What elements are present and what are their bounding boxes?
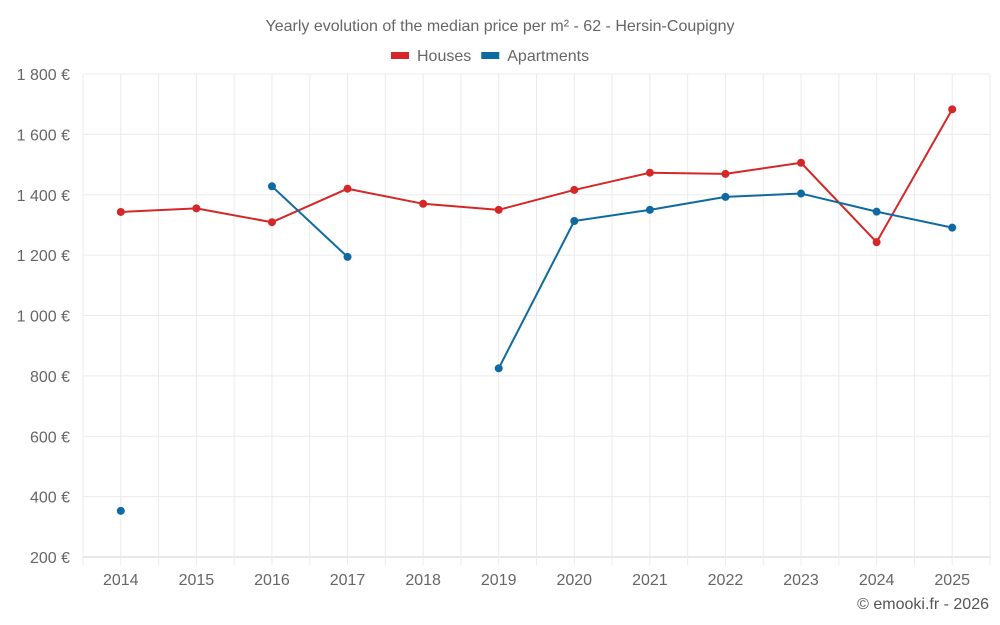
- y-tick-label: 800 €: [30, 369, 70, 386]
- x-tick-label: 2019: [481, 572, 517, 589]
- legend-label: Houses: [417, 48, 471, 65]
- x-tick-label: 2018: [405, 572, 441, 589]
- x-tick-label: 2020: [556, 572, 592, 589]
- data-point[interactable]: [267, 182, 276, 191]
- series-houses: [116, 105, 957, 247]
- data-point[interactable]: [570, 185, 579, 194]
- y-tick-label: 200 €: [30, 550, 70, 567]
- y-tick-label: 1 200 €: [17, 248, 70, 265]
- data-point[interactable]: [419, 199, 428, 208]
- data-point[interactable]: [494, 364, 503, 373]
- x-tick-label: 2017: [330, 572, 366, 589]
- x-tick-label: 2024: [859, 572, 895, 589]
- y-axis: 200 € 400 € 600 € 800 € 1 000 € 1 200 € 1 400 …: [17, 67, 70, 567]
- series-apartments: [116, 182, 957, 515]
- data-point[interactable]: [192, 204, 201, 213]
- legend-item-apartments[interactable]: Apartments: [481, 48, 589, 65]
- grid: [82, 73, 991, 565]
- data-point[interactable]: [343, 184, 352, 193]
- x-tick-label: 2014: [103, 572, 139, 589]
- x-tick-label: 2015: [179, 572, 215, 589]
- data-point[interactable]: [797, 189, 806, 198]
- data-point[interactable]: [343, 252, 352, 261]
- legend: Houses Apartments: [391, 48, 589, 65]
- data-point[interactable]: [116, 207, 125, 216]
- x-tick-label: 2016: [254, 572, 290, 589]
- x-tick-label: 2023: [783, 572, 819, 589]
- legend-swatch: [481, 52, 500, 59]
- x-tick-label: 2022: [708, 572, 744, 589]
- chart-title: Yearly evolution of the median price per…: [266, 18, 735, 35]
- data-point[interactable]: [872, 207, 881, 216]
- series-line: [271, 185, 349, 258]
- data-point[interactable]: [721, 192, 730, 201]
- data-point[interactable]: [948, 223, 957, 232]
- data-point[interactable]: [645, 168, 654, 177]
- data-point[interactable]: [116, 506, 125, 515]
- series-line: [120, 108, 954, 244]
- y-tick-label: 1 800 €: [17, 67, 70, 84]
- y-tick-label: 600 €: [30, 429, 70, 446]
- series-group: [116, 105, 957, 515]
- x-tick-label: 2025: [934, 572, 970, 589]
- credit-text: © emooki.fr - 2026: [857, 596, 989, 613]
- y-tick-label: 400 €: [30, 490, 70, 507]
- x-tick-label: 2021: [632, 572, 668, 589]
- data-point[interactable]: [797, 158, 806, 167]
- data-point[interactable]: [721, 169, 730, 178]
- data-point[interactable]: [948, 105, 957, 114]
- y-tick-label: 1 400 €: [17, 188, 70, 205]
- data-point[interactable]: [494, 205, 503, 214]
- legend-swatch: [391, 52, 409, 59]
- y-tick-label: 1 000 €: [17, 309, 70, 326]
- data-point[interactable]: [570, 217, 579, 226]
- legend-label: Apartments: [507, 48, 589, 65]
- y-tick-label: 1 600 €: [17, 127, 70, 144]
- legend-item-houses[interactable]: Houses: [391, 48, 471, 65]
- data-point[interactable]: [645, 205, 654, 214]
- data-point[interactable]: [872, 238, 881, 247]
- x-axis: 2014 2015 2016 2017 2018 2019 2020 2021 2022 2023…: [103, 572, 970, 589]
- data-point[interactable]: [267, 218, 276, 227]
